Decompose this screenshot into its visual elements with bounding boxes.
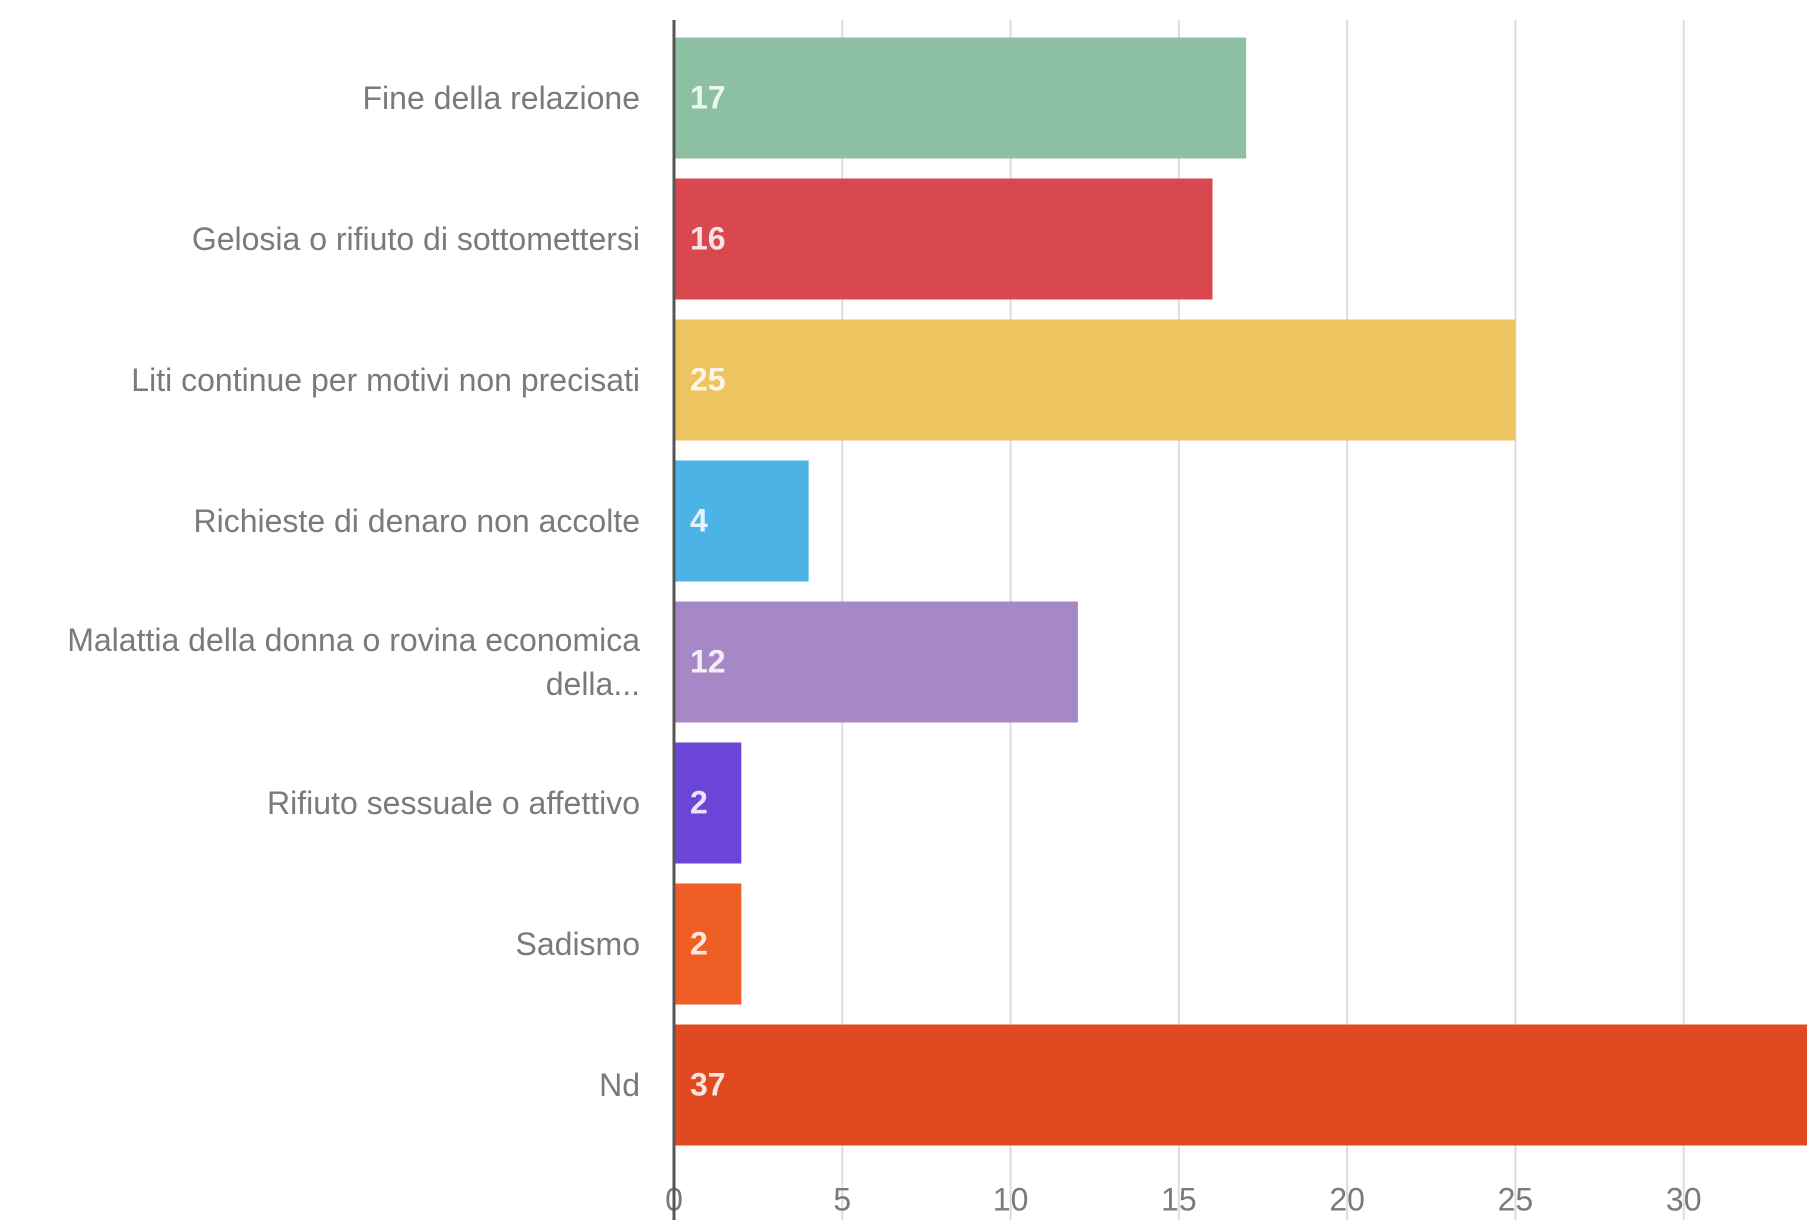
bar (674, 319, 1516, 441)
y-tick-label: Malattia della donna o rovina economica … (67, 622, 640, 702)
y-tick-label: Liti continue per motivi non precisati (131, 362, 640, 398)
value-label: 2 (690, 925, 708, 961)
value-label: 16 (690, 220, 726, 256)
bar (674, 742, 742, 864)
x-tick-label: 10 (993, 1181, 1029, 1217)
bar (674, 37, 1247, 159)
value-label: 4 (690, 502, 708, 538)
value-label: 25 (690, 361, 726, 397)
y-tick-label: Fine della relazione (362, 80, 641, 116)
x-tick-label: 30 (1666, 1181, 1702, 1217)
bar (674, 1024, 1807, 1146)
x-tick-label: 5 (833, 1181, 851, 1217)
y-tick-label: Sadismo (515, 926, 641, 962)
x-tick-label: 15 (1161, 1181, 1197, 1217)
value-label: 12 (690, 643, 726, 679)
value-label: 2 (690, 784, 708, 820)
bar (674, 601, 1078, 723)
x-tick-label: 20 (1329, 1181, 1365, 1217)
y-tick-label: Richieste di denaro non accolte (193, 503, 641, 539)
y-tick-label: Rifiuto sessuale o affettivo (267, 785, 640, 821)
y-tick-label: Nd (599, 1067, 640, 1103)
bar (674, 178, 1213, 300)
bar (674, 460, 809, 582)
y-tick-label: Gelosia o rifiuto di sottomettersi (191, 221, 640, 257)
x-tick-label: 25 (1498, 1181, 1534, 1217)
value-label: 37 (690, 1066, 726, 1102)
bar (674, 883, 742, 1005)
value-label: 17 (690, 79, 726, 115)
